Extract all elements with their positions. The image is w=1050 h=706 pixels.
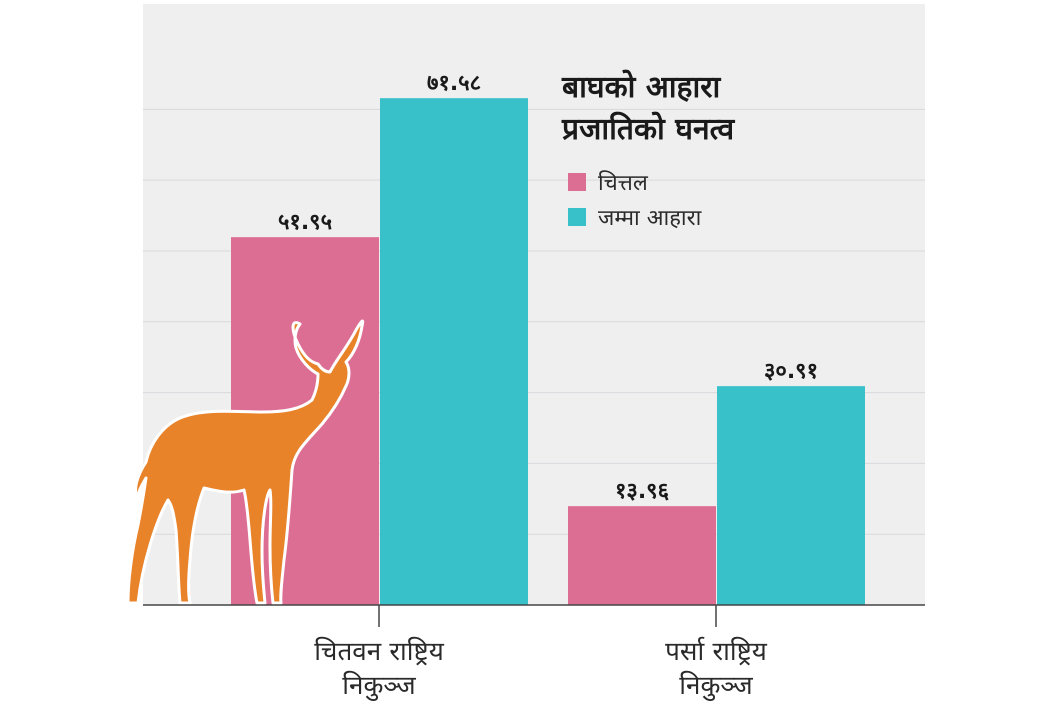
value-label-chittal-parsa: १३.९६ bbox=[615, 479, 670, 504]
value-label-total-prey-chitwan: ७१.५८ bbox=[427, 71, 481, 96]
bar-total-prey-chitwan bbox=[380, 98, 528, 606]
bar-total-prey-parsa bbox=[717, 386, 865, 605]
legend: चित्तल जम्मा आहारा bbox=[568, 170, 702, 231]
deer-illustration bbox=[126, 319, 365, 605]
value-label-total-prey-parsa: ३०.९१ bbox=[764, 359, 818, 384]
legend-swatch-total-prey bbox=[568, 208, 586, 226]
value-labels: ५१.९५ १३.९६ ७१.५८ ३०.९१ bbox=[278, 71, 818, 504]
category-label-parsa-line-1: पर्सा राष्ट्रिय bbox=[665, 636, 768, 667]
category-label-parsa-line-2: निकुञ्ज bbox=[679, 670, 753, 701]
chart-title-line-1: बाघको आहारा bbox=[561, 69, 722, 105]
legend-swatch-chittal bbox=[568, 173, 586, 191]
legend-label-total-prey: जम्मा आहारा bbox=[598, 206, 702, 231]
category-label-chitwan-line-1: चितवन राष्ट्रिय bbox=[314, 636, 445, 667]
value-label-chittal-chitwan: ५१.९५ bbox=[278, 210, 332, 235]
chart-title-line-2: प्रजातिको घनत्व bbox=[561, 111, 736, 147]
deer-silhouette bbox=[126, 319, 365, 605]
bar-chittal-parsa bbox=[568, 506, 716, 605]
legend-label-chittal: चित्तल bbox=[598, 170, 649, 196]
bars bbox=[231, 98, 865, 606]
category-label-chitwan-line-2: निकुञ्ज bbox=[342, 670, 416, 701]
